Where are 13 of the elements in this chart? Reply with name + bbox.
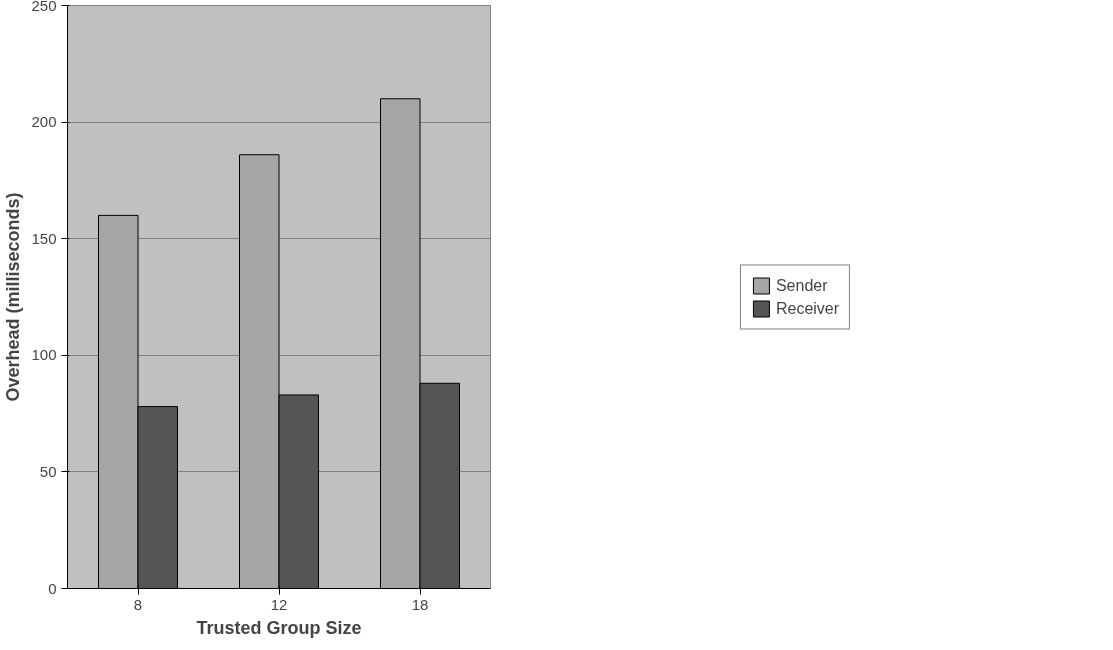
x-axis-title: Trusted Group Size bbox=[196, 617, 362, 638]
x-tick-label: 8 bbox=[133, 595, 143, 613]
y-tick-label: 50 bbox=[39, 462, 57, 480]
x-tick-label: 18 bbox=[411, 595, 429, 613]
y-tick-label: 200 bbox=[31, 113, 57, 131]
x-tick-label: 12 bbox=[270, 595, 288, 613]
y-axis-title: Overhead (milliseconds) bbox=[3, 192, 24, 402]
legend-label: Sender bbox=[775, 276, 828, 294]
legend-label: Receiver bbox=[775, 299, 840, 317]
y-tick-label: 0 bbox=[48, 579, 57, 597]
y-tick-label: 250 bbox=[31, 0, 57, 14]
y-tick-label: 150 bbox=[31, 229, 57, 247]
y-tick-label: 100 bbox=[31, 346, 57, 364]
